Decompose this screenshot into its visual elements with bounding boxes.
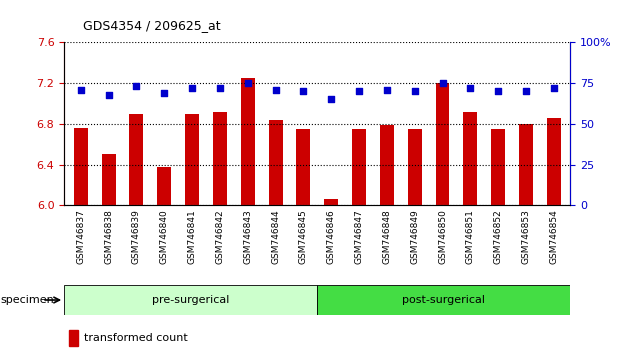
Text: transformed count: transformed count xyxy=(85,333,188,343)
Point xyxy=(354,88,364,94)
Point xyxy=(549,85,559,91)
Point xyxy=(215,85,225,91)
Point xyxy=(326,97,337,102)
Bar xyxy=(129,114,144,205)
Bar xyxy=(519,124,533,205)
Text: GDS4354 / 209625_at: GDS4354 / 209625_at xyxy=(83,19,221,32)
Point xyxy=(382,87,392,92)
Bar xyxy=(463,112,478,205)
Bar xyxy=(185,114,199,205)
Point xyxy=(521,88,531,94)
Text: GSM746845: GSM746845 xyxy=(299,209,308,264)
Text: post-surgerical: post-surgerical xyxy=(403,295,485,305)
Text: GSM746841: GSM746841 xyxy=(188,209,197,264)
Bar xyxy=(69,330,78,346)
Point xyxy=(410,88,420,94)
Point xyxy=(437,80,447,86)
Bar xyxy=(380,125,394,205)
Text: GSM746847: GSM746847 xyxy=(354,209,363,264)
Point xyxy=(465,85,476,91)
Text: pre-surgerical: pre-surgerical xyxy=(152,295,229,305)
Point xyxy=(271,87,281,92)
Text: GSM746844: GSM746844 xyxy=(271,209,280,264)
Point xyxy=(493,88,503,94)
Text: GSM746839: GSM746839 xyxy=(132,209,141,264)
Bar xyxy=(269,120,283,205)
Text: GSM746837: GSM746837 xyxy=(76,209,85,264)
Bar xyxy=(64,285,317,315)
Bar xyxy=(317,285,570,315)
Point xyxy=(103,92,113,97)
Point xyxy=(131,84,142,89)
Bar xyxy=(435,83,449,205)
Bar xyxy=(352,129,366,205)
Text: GSM746852: GSM746852 xyxy=(494,209,503,264)
Point xyxy=(76,87,86,92)
Text: GSM746849: GSM746849 xyxy=(410,209,419,264)
Bar xyxy=(213,112,227,205)
Bar xyxy=(241,78,254,205)
Text: GSM746850: GSM746850 xyxy=(438,209,447,264)
Text: GSM746853: GSM746853 xyxy=(522,209,531,264)
Text: GSM746840: GSM746840 xyxy=(160,209,169,264)
Text: GSM746842: GSM746842 xyxy=(215,209,224,264)
Point xyxy=(298,88,308,94)
Bar xyxy=(74,128,88,205)
Text: GSM746851: GSM746851 xyxy=(466,209,475,264)
Bar xyxy=(324,199,338,205)
Text: GSM746846: GSM746846 xyxy=(327,209,336,264)
Text: GSM746843: GSM746843 xyxy=(243,209,253,264)
Bar xyxy=(547,118,561,205)
Bar xyxy=(296,129,310,205)
Bar xyxy=(157,167,171,205)
Text: GSM746838: GSM746838 xyxy=(104,209,113,264)
Text: GSM746848: GSM746848 xyxy=(382,209,392,264)
Bar xyxy=(491,129,505,205)
Text: GSM746854: GSM746854 xyxy=(549,209,558,264)
Bar xyxy=(408,129,422,205)
Point xyxy=(242,80,253,86)
Point xyxy=(187,85,197,91)
Point xyxy=(159,90,169,96)
Bar xyxy=(102,154,115,205)
Text: specimen: specimen xyxy=(1,295,54,305)
